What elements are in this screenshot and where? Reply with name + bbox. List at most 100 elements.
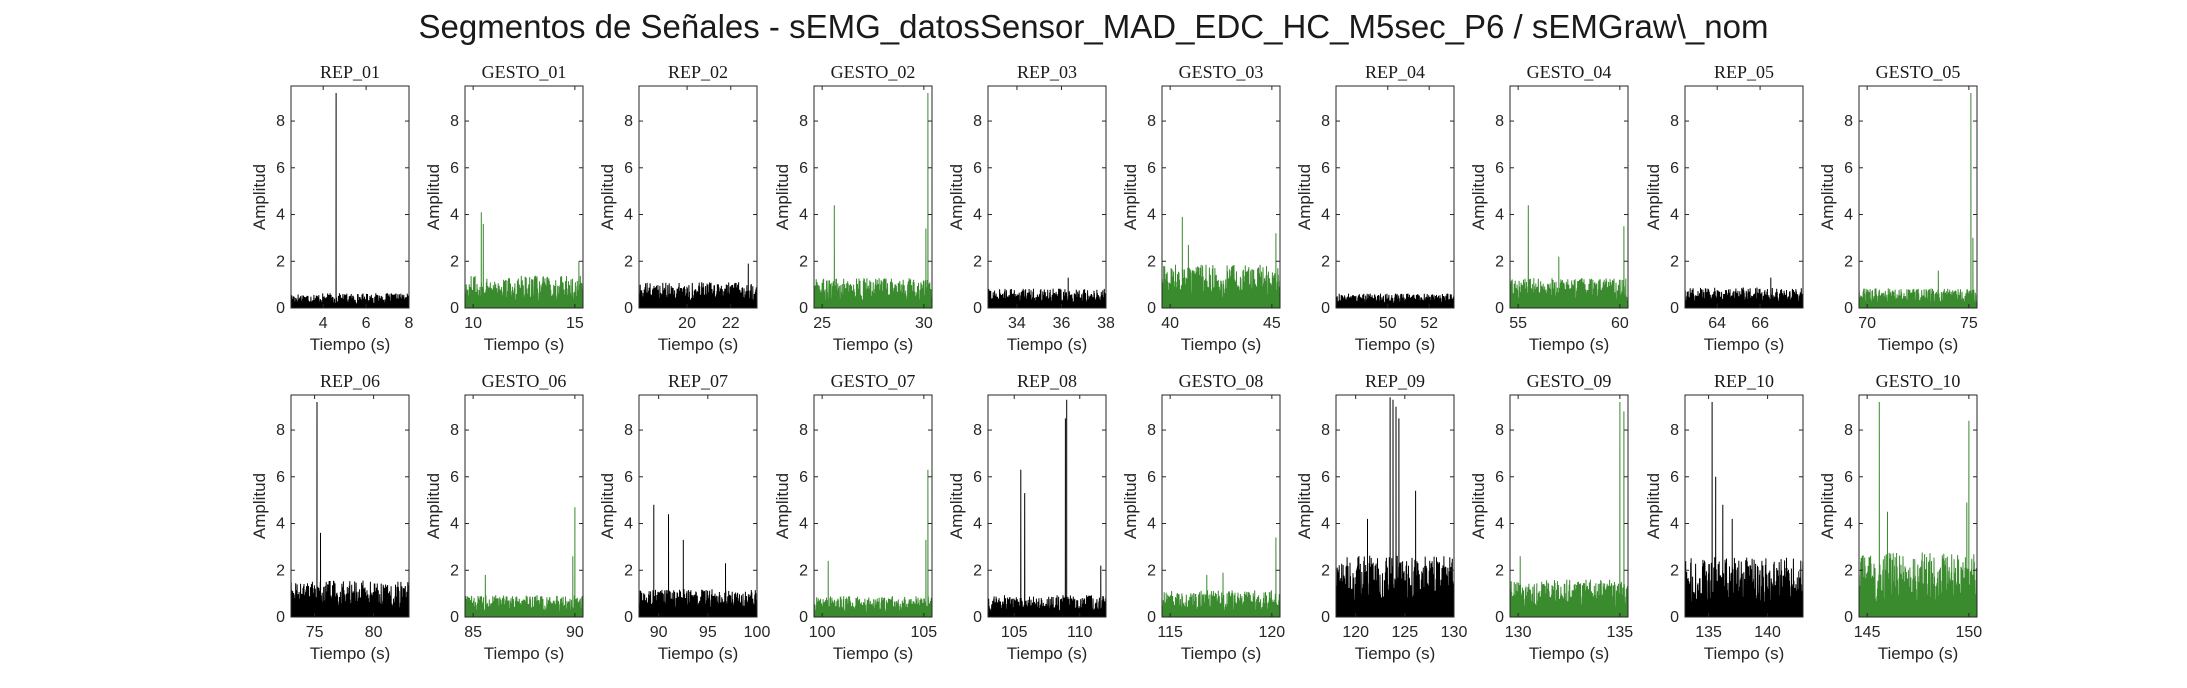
subplot-rep-09: 0 2 4 6 8 120 125 130 REP_09 Tiempo (s) Amplitud	[1295, 371, 1467, 663]
y-tick-label: 2	[624, 562, 633, 579]
subplot-title: REP_08	[1017, 371, 1077, 391]
y-tick-label: 2	[1495, 253, 1504, 270]
subplot-title: REP_01	[320, 62, 380, 82]
subplot-title: REP_04	[1365, 62, 1425, 82]
subplot-gesto-07: 0 2 4 6 8 100 105 GESTO_07 Tiempo (s) Amplitud	[773, 371, 937, 663]
y-tick-label: 2	[1321, 562, 1330, 579]
subplot-rep-04: 0 2 4 6 8 50 52 REP_04 Tiempo (s) Amplitud	[1295, 62, 1455, 354]
y-tick-label: 6	[973, 469, 982, 486]
subplot-gesto-04: 0 2 4 6 8 55 60 GESTO_04 Tiempo (s) Amplitud	[1469, 62, 1629, 354]
subplot-gesto-01: 0 2 4 6 8 10 15 GESTO_01 Tiempo (s) Amplitud	[424, 62, 584, 354]
subplot-title: GESTO_07	[831, 371, 916, 391]
y-tick-label: 4	[973, 207, 982, 224]
subplot-title: REP_09	[1365, 371, 1425, 391]
subplot-gesto-05: 0 2 4 6 8 70 75 GESTO_05 Tiempo (s) Amplitud	[1818, 62, 1978, 354]
y-tick-label: 8	[1321, 113, 1330, 130]
subplot-rep-02: 0 2 4 6 8 20 22 REP_02 Tiempo (s) Amplitud	[598, 62, 758, 354]
x-tick-label: 80	[365, 624, 383, 641]
subplot-gesto-06: 0 2 4 6 8 85 90 GESTO_06 Tiempo (s) Amplitud	[424, 371, 584, 663]
axes-box	[1509, 85, 1629, 309]
y-tick-label: 8	[1670, 422, 1679, 439]
y-axis-label: Amplitud	[1295, 164, 1314, 230]
subplot-title: REP_03	[1017, 62, 1077, 82]
signal-line	[1684, 401, 1804, 617]
y-tick-label: 0	[1495, 300, 1504, 317]
y-tick-label: 2	[1495, 562, 1504, 579]
x-tick-label: 70	[1858, 315, 1876, 332]
y-tick-label: 0	[276, 609, 285, 626]
axes-box	[290, 394, 410, 618]
subplot-title: REP_06	[320, 371, 380, 391]
x-tick-label: 120	[1259, 624, 1286, 641]
y-tick-label: 8	[276, 422, 285, 439]
signal-line	[1858, 401, 1978, 617]
subplot-rep-03: 0 2 4 6 8 34 36 38 REP_03 Tiempo (s) Amplitud	[947, 62, 1115, 354]
x-tick-label: 120	[1342, 624, 1369, 641]
y-tick-label: 2	[973, 253, 982, 270]
y-axis-label: Amplitud	[1644, 164, 1663, 230]
y-tick-label: 8	[624, 113, 633, 130]
subplot-title: GESTO_05	[1876, 62, 1961, 82]
subplot-rep-05: 0 2 4 6 8 64 66 REP_05 Tiempo (s) Amplitud	[1644, 62, 1804, 354]
axes-box	[1161, 85, 1281, 309]
axes-box	[638, 85, 758, 309]
signal-line	[1161, 537, 1281, 617]
y-tick-label: 2	[276, 562, 285, 579]
y-tick-label: 6	[450, 160, 459, 177]
y-axis-label: Amplitud	[1818, 473, 1837, 539]
subplot-title: REP_05	[1714, 62, 1774, 82]
y-axis-label: Amplitud	[1644, 473, 1663, 539]
y-tick-label: 2	[1670, 253, 1679, 270]
subplot-title: REP_10	[1714, 371, 1774, 391]
subplot-title: GESTO_02	[831, 62, 916, 82]
x-axis-label: Tiempo (s)	[658, 335, 739, 354]
x-tick-label: 25	[813, 315, 831, 332]
y-axis-label: Amplitud	[1121, 164, 1140, 230]
signal-line	[1509, 205, 1629, 308]
y-tick-label: 4	[1147, 207, 1156, 224]
y-tick-label: 2	[624, 253, 633, 270]
y-tick-label: 4	[1670, 207, 1679, 224]
y-tick-label: 6	[276, 160, 285, 177]
x-tick-label: 8	[405, 315, 414, 332]
x-axis-label: Tiempo (s)	[1355, 335, 1436, 354]
y-tick-label: 4	[1495, 516, 1504, 533]
x-tick-label: 85	[464, 624, 482, 641]
subplot-title: GESTO_10	[1876, 371, 1961, 391]
y-axis-label: Amplitud	[1469, 164, 1488, 230]
subplot-gesto-10: 0 2 4 6 8 145 150 GESTO_10 Tiempo (s) Amplitud	[1818, 371, 1982, 663]
y-tick-label: 2	[1147, 562, 1156, 579]
signal-line	[813, 469, 933, 617]
y-tick-label: 0	[1321, 609, 1330, 626]
axes-box	[987, 394, 1107, 618]
x-tick-label: 90	[650, 624, 668, 641]
x-tick-label: 45	[1263, 315, 1281, 332]
signal-line	[290, 92, 410, 308]
x-axis-label: Tiempo (s)	[658, 644, 739, 663]
signal-line	[1858, 92, 1978, 308]
x-axis-label: Tiempo (s)	[1007, 644, 1088, 663]
y-tick-label: 4	[450, 516, 459, 533]
subplot-rep-01: 0 2 4 6 8 4 6 8 REP_01 Tiempo (s) Amplitud	[250, 62, 414, 354]
x-tick-label: 10	[464, 315, 482, 332]
y-tick-label: 8	[1321, 422, 1330, 439]
x-tick-label: 64	[1708, 315, 1726, 332]
y-tick-label: 2	[450, 253, 459, 270]
x-axis-label: Tiempo (s)	[1529, 335, 1610, 354]
x-tick-label: 34	[1008, 315, 1026, 332]
x-tick-label: 130	[1505, 624, 1532, 641]
signal-line	[813, 92, 933, 308]
y-tick-label: 4	[1147, 516, 1156, 533]
y-tick-label: 6	[450, 469, 459, 486]
y-tick-label: 4	[799, 207, 808, 224]
signal-line	[1509, 401, 1629, 617]
y-axis-label: Amplitud	[947, 473, 966, 539]
y-tick-label: 4	[624, 516, 633, 533]
x-tick-label: 20	[678, 315, 696, 332]
x-tick-label: 105	[911, 624, 938, 641]
x-tick-label: 95	[699, 624, 717, 641]
y-axis-label: Amplitud	[1469, 473, 1488, 539]
y-tick-label: 4	[1844, 516, 1853, 533]
y-tick-label: 8	[1670, 113, 1679, 130]
subplot-title: GESTO_06	[482, 371, 567, 391]
